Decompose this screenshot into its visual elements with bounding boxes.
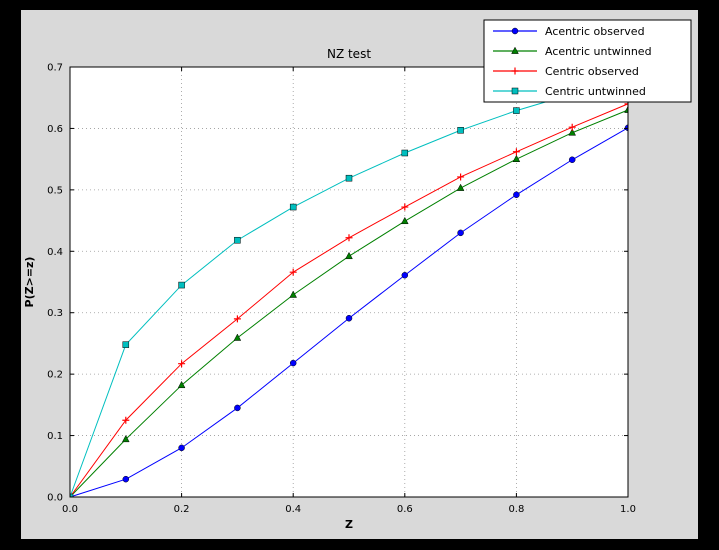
x-tick-label: 1.0: [620, 504, 636, 515]
legend-box: [483, 19, 692, 103]
x-tick-labels: 0.0 0.2 0.4 0.6 0.8 1.0: [62, 504, 636, 515]
legend-label: Acentric untwinned: [545, 45, 652, 58]
legend-entry-acentric-untwinned: Acentric untwinned: [493, 45, 652, 58]
x-tick-label: 0.2: [174, 504, 190, 515]
y-tick-label: 0.0: [47, 493, 63, 504]
plot-area: [70, 67, 628, 497]
x-tick-label: 0.4: [285, 504, 301, 515]
x-tick-label: 0.6: [397, 504, 413, 515]
y-tick-label: 0.4: [47, 247, 63, 258]
x-axis-label: Z: [345, 518, 353, 531]
legend-label: Centric untwinned: [545, 85, 646, 98]
axes-frame: [69, 66, 629, 498]
y-tick-label: 0.3: [47, 308, 63, 319]
series-acentric-untwinned: [69, 105, 629, 498]
chart-title: NZ test: [327, 47, 371, 61]
series-layer: [69, 74, 629, 498]
legend-entry-centric-observed: Centric observed: [493, 65, 639, 78]
legend-label: Acentric observed: [545, 25, 645, 38]
x-tick-label: 0.8: [508, 504, 524, 515]
y-tick-label: 0.1: [47, 431, 63, 442]
legend-entry-acentric-observed: Acentric observed: [493, 25, 645, 38]
y-axis-label: P(Z>=z): [23, 257, 36, 308]
y-tick-label: 0.5: [47, 185, 63, 196]
legend-entry-centric-untwinned: Centric untwinned: [493, 85, 646, 98]
y-tick-label: 0.6: [47, 124, 63, 135]
legend-label: Centric observed: [545, 65, 639, 78]
y-tick-labels: 0.0 0.1 0.2 0.3 0.4 0.5 0.6 0.7: [47, 63, 63, 504]
legend: Acentric observed Acentric untwinned Centr…: [483, 19, 692, 103]
x-tick-label: 0.0: [62, 504, 78, 515]
y-tick-label: 0.2: [47, 370, 63, 381]
y-tick-label: 0.7: [47, 63, 63, 74]
